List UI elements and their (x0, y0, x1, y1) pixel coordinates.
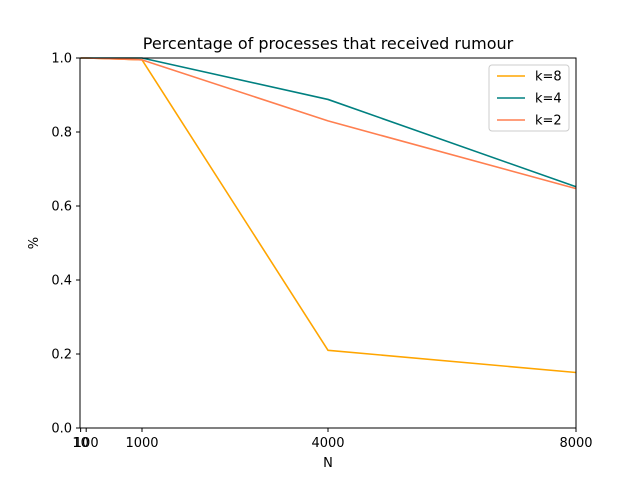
x-tick-label: 100 (74, 436, 99, 451)
x-axis-label: N (323, 456, 333, 471)
x-tick-label: 1000 (125, 436, 158, 451)
x-tick-label: 10 (72, 436, 89, 451)
y-axis-label: % (27, 237, 42, 249)
legend-frame (488, 64, 570, 132)
y-axis: 0.0 0.2 0.4 0.6 0.8 1.0 (51, 52, 80, 437)
y-tick-label: 1.0 (51, 52, 72, 67)
chart-title: Percentage of processes that received ru… (143, 34, 514, 53)
y-tick-label: 0.2 (51, 348, 72, 363)
y-tick-label: 0.0 (51, 422, 72, 437)
y-tick-label: 0.8 (51, 126, 72, 141)
y-tick-label: 0.4 (51, 274, 72, 289)
legend: k=8 k=4 k=2 (488, 64, 570, 132)
y-tick-label: 0.6 (51, 200, 72, 215)
x-tick-label: 4000 (311, 436, 344, 451)
legend-label: k=8 (535, 70, 562, 85)
x-tick-label: 8000 (559, 436, 592, 451)
legend-label: k=2 (535, 114, 562, 129)
legend-label: k=4 (535, 92, 562, 107)
